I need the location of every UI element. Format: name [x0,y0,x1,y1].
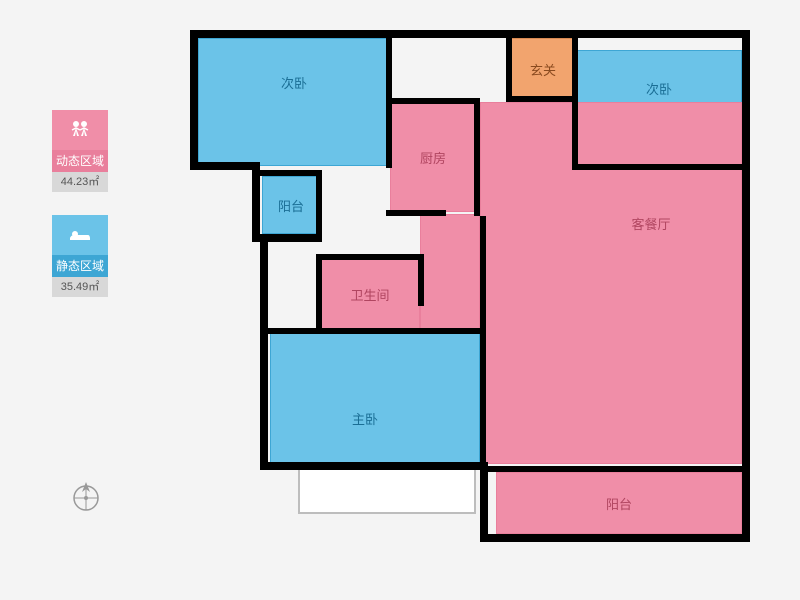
wall-11 [386,98,478,104]
wall-5 [260,234,268,470]
room-master: 主卧 [270,332,480,464]
wall-16 [506,38,512,100]
wall-14 [316,170,322,238]
room-label-bathroom: 卫生间 [350,285,389,304]
room-label-balcony-big: 阳台 [606,494,632,513]
sleep-icon [52,215,108,255]
legend-dynamic-label: 动态区域 [52,150,108,172]
wall-23 [418,254,424,306]
wall-20 [316,254,424,260]
wall-19 [572,164,748,170]
wall-25 [488,466,744,472]
room-label-living: 客餐厅 [631,214,670,233]
legend-static-label: 静态区域 [52,255,108,277]
room-balcony-small: 阳台 [262,176,320,234]
wall-18 [572,38,578,168]
wall-21 [316,254,322,332]
room-corridor [420,214,480,330]
room-label-balcony-small: 阳台 [278,196,304,215]
wall-6 [260,462,488,470]
wall-8 [480,534,750,542]
legend-dynamic-value: 44.23㎡ [52,172,108,192]
wall-17 [506,96,576,102]
wall-22 [268,328,484,334]
wall-12 [474,98,480,216]
room-label-bedroom2-right: 次卧 [646,79,672,98]
room-bathroom: 卫生间 [320,258,420,330]
room-kitchen: 厨房 [390,102,476,212]
people-icon [52,110,108,150]
wall-7 [480,462,488,542]
legend-static-value: 35.49㎡ [52,277,108,297]
balcony-outline [298,470,476,514]
wall-1 [190,30,198,170]
wall-24 [480,216,486,466]
wall-0 [190,30,750,38]
room-label-kitchen: 厨房 [420,148,446,167]
people-icon-svg [66,116,94,144]
room-bedroom2-left: 次卧 [198,38,390,166]
compass-icon [68,478,104,514]
legend-dynamic: 动态区域 44.23㎡ [52,110,108,192]
wall-15 [252,170,322,176]
sleep-icon-svg [66,221,94,249]
room-label-bedroom2-left: 次卧 [281,73,307,92]
legend-static: 静态区域 35.49㎡ [52,215,108,297]
room-label-entry: 玄关 [530,60,556,79]
room-balcony-big: 阳台 [496,472,742,534]
room-entry: 玄关 [510,38,576,100]
room-label-master: 主卧 [352,409,378,428]
wall-2 [190,162,260,170]
wall-13 [386,210,446,216]
room-living: 客餐厅 [480,102,742,464]
